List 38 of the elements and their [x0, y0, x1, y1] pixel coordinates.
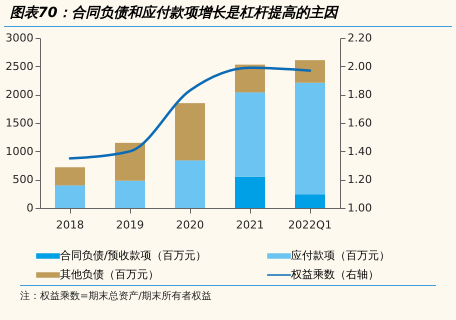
y-tick-label: 2500: [6, 60, 34, 73]
legend-label: 权益乘数（右轴）: [290, 268, 379, 281]
y2-tick-label: 1.60: [348, 116, 372, 130]
legend-label: 合同负债/预收款项（百万元）: [60, 249, 207, 262]
y-tick-label: 0: [26, 202, 34, 214]
x-tick-label: 2019: [116, 218, 144, 232]
bar: [115, 180, 145, 208]
y2-tick-label: 2.20: [348, 32, 372, 44]
y-tick-label: 3000: [6, 32, 34, 44]
y2-tick-label: 1.80: [348, 88, 372, 102]
bar: [175, 103, 205, 160]
line-series: [68, 66, 312, 160]
bar: [235, 64, 265, 92]
bar: [295, 82, 325, 194]
legend-label: 应付款项（百万元）: [291, 249, 390, 262]
y-tick-label: 1000: [6, 144, 34, 158]
x-tick-label: 2018: [56, 218, 84, 232]
chart-title: 图表70：合同负债和应付款项增长是杠杆提高的主因: [4, 0, 452, 27]
bar: [55, 167, 85, 186]
y-tick-label: 1500: [6, 116, 34, 130]
bar: [295, 60, 325, 83]
y2-tick-label: 2.00: [348, 60, 372, 73]
text: 注：权益乘数=期末总资产/期末所有者权益: [20, 285, 436, 306]
y-tick-label: 500: [12, 173, 34, 186]
bar: [175, 160, 205, 208]
x-tick-label: 2020: [176, 218, 204, 232]
y2-tick-label: 1.40: [348, 144, 372, 158]
bar: [55, 185, 85, 208]
legend-label: 其他负债（百万元）: [60, 268, 159, 281]
bar: [295, 194, 325, 208]
y-tick-label: 2000: [6, 88, 34, 102]
bar: [235, 92, 265, 177]
x-tick-label: 2022Q1: [288, 218, 332, 232]
bar: [235, 176, 265, 208]
x-tick-label: 2021: [236, 218, 264, 232]
bar: [115, 142, 145, 181]
y2-tick-label: 1.20: [348, 173, 372, 186]
y2-tick-label: 1.00: [348, 202, 372, 214]
